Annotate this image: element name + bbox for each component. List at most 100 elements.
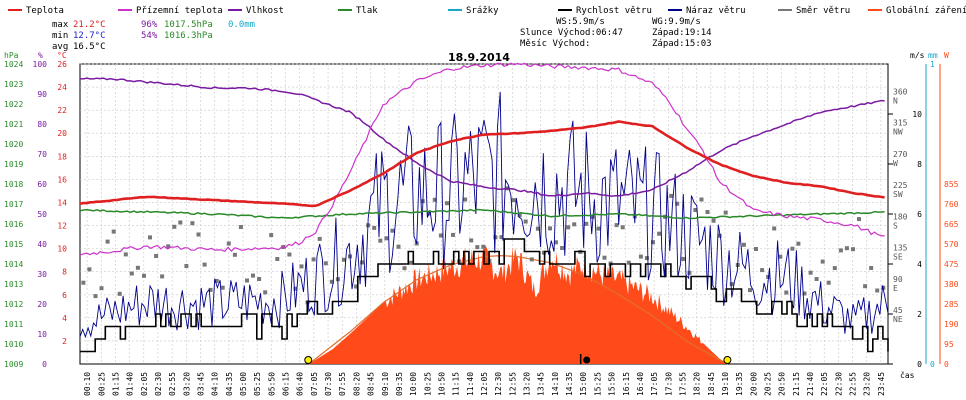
radiation-area: [308, 245, 728, 364]
stats-block: max 21.2°C 96% 1017.5hPa 0.0mm min 12.7°…: [52, 20, 255, 52]
wind-direction-point: [838, 248, 843, 253]
y-tick-radiation: 285: [944, 300, 959, 309]
y-tick-pressure: 1023: [4, 80, 23, 89]
x-tick-label: 16:15: [622, 372, 631, 396]
x-tick-label: 00:25: [97, 372, 106, 396]
x-tick-label: 00:10: [83, 372, 92, 396]
y-tick-wind-direction: 90: [893, 275, 903, 284]
legend-label-globalni-zareni: Globální záření: [886, 6, 966, 16]
y-tick-wind-speed: 4: [917, 260, 922, 269]
x-tick-label: 08:45: [367, 372, 376, 396]
wind-direction-point: [820, 259, 825, 264]
y-tick-humidity: 10: [37, 330, 47, 339]
stats-avg-label: avg: [52, 42, 68, 52]
y-tick-wind-speed: 8: [917, 160, 922, 169]
y-tick-pressure: 1009: [4, 360, 23, 369]
y-tick-radiation: 0: [944, 360, 949, 369]
x-tick-label: 04:10: [211, 372, 220, 396]
wind-direction-point: [341, 257, 346, 262]
wind-direction-point: [584, 221, 589, 226]
y-tick-humidity: 50: [37, 210, 47, 219]
x-tick-label: 10:00: [409, 372, 418, 396]
x-tick-label: 02:30: [154, 372, 163, 396]
moonset-marker: [583, 356, 591, 364]
x-tick-label: 18:20: [693, 372, 702, 396]
y-tick-pressure: 1021: [4, 120, 23, 129]
y-tick-wind-direction-label: W: [893, 159, 898, 168]
wind-direction-point: [360, 260, 365, 265]
x-tick-label: 01:15: [111, 372, 120, 396]
unit-c: °C: [57, 51, 67, 60]
wind-direction-point: [87, 267, 92, 272]
y-tick-temperature: 10: [57, 245, 67, 254]
wind-direction-point: [651, 240, 655, 245]
y-tick-wind-direction-label: NW: [893, 128, 903, 137]
wind-direction-point: [554, 240, 558, 245]
wind-direction-point: [814, 277, 819, 281]
y-tick-humidity: 70: [37, 150, 47, 159]
wind-direction-point: [463, 197, 468, 202]
stats-avg-temp: 16.5°C: [73, 42, 106, 52]
wind-direction-point: [257, 277, 262, 281]
wind-direction-point: [729, 282, 734, 287]
wind-direction-point: [202, 262, 207, 267]
x-tick-label: 02:55: [168, 372, 177, 396]
wind-direction-point: [723, 210, 728, 215]
wind-speed-line: [80, 238, 889, 353]
wind-direction-point: [172, 224, 177, 229]
wind-direction-point: [748, 288, 752, 293]
x-tick-label: 04:35: [225, 372, 234, 396]
y-tick-pressure: 1020: [4, 140, 23, 149]
wind-direction-point: [560, 246, 565, 250]
y-tick-wind-direction: 270: [893, 150, 908, 159]
wind-direction-point: [481, 244, 486, 249]
x-tick-label: 22:05: [820, 372, 829, 396]
wind-direction-point: [275, 257, 280, 261]
y-tick-pressure: 1015: [4, 240, 23, 249]
y-tick-temperature: 12: [57, 222, 67, 231]
x-tick-label: 08:20: [352, 372, 361, 396]
x-tick-label: 09:10: [381, 372, 390, 396]
y-tick-radiation: 665: [944, 220, 959, 229]
y-tick-pressure: 1011: [4, 320, 23, 329]
y-tick-wind-speed: 10: [912, 110, 922, 119]
y-tick-wind-direction-label: SW: [893, 190, 903, 199]
x-tick-label: 16:40: [636, 372, 645, 396]
x-tick-label: 12:55: [508, 372, 517, 396]
info-sunrise: Slunce Východ:06:47: [520, 28, 623, 38]
legend-label-prizemni-teplota: Přízemní teplota: [136, 6, 223, 16]
stats-max-temp: 21.2°C: [73, 20, 106, 30]
y-tick-temperature: 26: [57, 60, 67, 69]
wind-direction-point: [802, 291, 807, 296]
x-tick-label: 12:30: [494, 372, 503, 396]
wind-direction-point: [869, 266, 874, 270]
wind-direction-point: [596, 226, 601, 231]
wind-direction-point: [675, 201, 680, 206]
wind-direction-point: [129, 271, 134, 276]
x-tick-label: 19:35: [735, 372, 744, 396]
y-tick-temperature: 16: [57, 175, 67, 184]
legend-label-rychlost-vetru: Rychlost větru: [576, 6, 652, 16]
wind-direction-point: [196, 232, 201, 237]
y-tick-humidity: 100: [33, 60, 48, 69]
stats-max-hum: 96%: [141, 20, 158, 30]
x-tick-label: 10:25: [423, 372, 432, 396]
wind-direction-point: [760, 268, 765, 273]
y-tick-humidity: 90: [37, 90, 47, 99]
wind-direction-point: [396, 244, 401, 249]
y-tick-pressure: 1012: [4, 300, 23, 309]
x-tick-label: 15:50: [608, 372, 617, 396]
x-tick-label: 11:15: [452, 372, 461, 396]
wind-direction-point: [323, 261, 328, 266]
wind-direction-point: [875, 288, 880, 293]
wind-direction-point: [529, 257, 534, 262]
y-tick-temperature: 18: [57, 152, 67, 161]
wind-direction-point: [826, 280, 831, 285]
y-tick-wind-direction: 360: [893, 87, 908, 96]
wind-direction-point: [626, 260, 631, 265]
y-tick-wind-speed: 0: [917, 360, 922, 369]
x-tick-label: 22:55: [849, 372, 858, 396]
wind-direction-point: [311, 257, 316, 262]
y-tick-radiation: 475: [944, 260, 959, 269]
